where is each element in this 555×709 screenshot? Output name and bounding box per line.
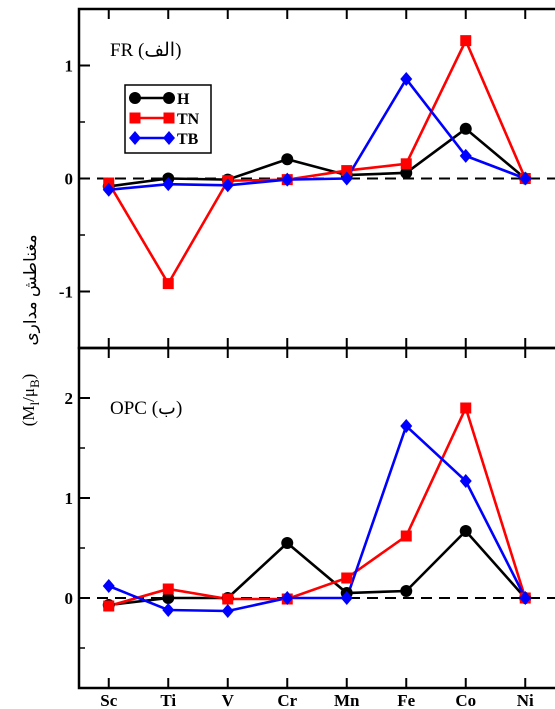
data-point-tb: [340, 171, 353, 186]
x-category-label: Co: [455, 691, 476, 709]
data-point-tb: [340, 591, 353, 605]
data-point-tb: [221, 604, 234, 618]
data-point-tn: [341, 572, 353, 584]
data-point-tn: [162, 278, 174, 290]
x-category-label: Ni: [517, 691, 534, 709]
series-line-h: [108, 529, 527, 607]
panel-label: FR (الف): [110, 40, 181, 61]
y-tick-label: 0: [65, 589, 74, 608]
data-point-tb: [519, 171, 532, 186]
data-point-tn: [460, 35, 472, 47]
y-tick-label: -1: [59, 283, 73, 302]
data-point-tn: [400, 530, 412, 542]
data-point-tb: [102, 579, 115, 593]
x-axis: Sc Ti V Cr Mn Fe Co Ni: [100, 691, 534, 709]
data-point-h: [400, 166, 413, 179]
data-point-tb: [162, 177, 175, 192]
data-point-tb: [102, 182, 115, 197]
data-point-tb: [162, 603, 175, 617]
data-point-tb: [459, 148, 472, 163]
data-point-tn: [460, 402, 472, 414]
legend-marker: [129, 131, 141, 145]
data-point-tn: [341, 165, 353, 177]
series-line-h: [108, 127, 527, 188]
data-point-tb: [400, 419, 413, 433]
y-tick-label: 1: [65, 489, 74, 508]
y-unit-sub-b: B: [27, 379, 42, 388]
data-point-tb: [281, 591, 294, 605]
panel-opc: 0 1 2 OPC (ب): [65, 346, 555, 690]
data-point-tb: [459, 474, 472, 488]
x-category-label: Mn: [334, 691, 360, 709]
data-point-tb: [519, 591, 532, 605]
legend-marker: [129, 112, 141, 124]
y-axis-label-text: مغناطش مداری: [21, 234, 41, 345]
legend: H TN TB: [124, 84, 212, 154]
legend-label: TB: [177, 131, 199, 148]
legend-marker: [163, 92, 175, 104]
x-category-label: Sc: [100, 691, 117, 709]
data-point-h: [162, 592, 175, 604]
data-point-tb: [400, 72, 413, 87]
series-line-tn: [107, 37, 527, 287]
y-axis-label: مغناطش مداری (Ml/μB): [19, 234, 42, 426]
y-unit-main: (M: [19, 406, 38, 427]
y-unit-sub-l: l: [27, 402, 42, 406]
y-axis-label-unit: (Ml/μB): [19, 374, 42, 427]
y-tick-label: 0: [65, 170, 74, 189]
data-point-h: [459, 525, 472, 537]
data-point-tb: [221, 178, 234, 193]
series-line-tn: [108, 404, 527, 608]
y-unit-mid: /μ: [19, 388, 38, 402]
y-tick-label: 1: [65, 57, 74, 76]
data-point-h: [459, 122, 472, 135]
legend-marker: [163, 112, 175, 124]
data-point-h: [281, 153, 294, 166]
data-point-h: [281, 537, 294, 549]
x-category-label: Cr: [277, 691, 297, 709]
data-point-tn: [400, 158, 412, 170]
y-tick-label: 2: [65, 389, 74, 408]
x-category-label: Fe: [397, 691, 415, 709]
series-line-tb: [108, 423, 527, 613]
x-category-label: V: [222, 691, 235, 709]
data-point-tn: [222, 593, 234, 605]
data-point-tb: [281, 172, 294, 187]
panel-fr: -1 0 1 FR (الف) H TN TB: [59, 7, 555, 350]
legend-marker: [129, 92, 141, 104]
data-point-h: [400, 585, 413, 597]
panel-label: OPC (ب): [110, 398, 182, 419]
series-line-tb: [108, 76, 526, 192]
legend-label: TN: [177, 111, 200, 128]
y-unit-end: ): [19, 374, 38, 380]
legend-marker: [163, 131, 175, 145]
legend-label: H: [177, 91, 190, 108]
panel-frame: [77, 346, 555, 690]
data-point-tn: [162, 583, 174, 595]
x-category-label: Ti: [160, 691, 176, 709]
data-point-tn: [103, 600, 115, 612]
